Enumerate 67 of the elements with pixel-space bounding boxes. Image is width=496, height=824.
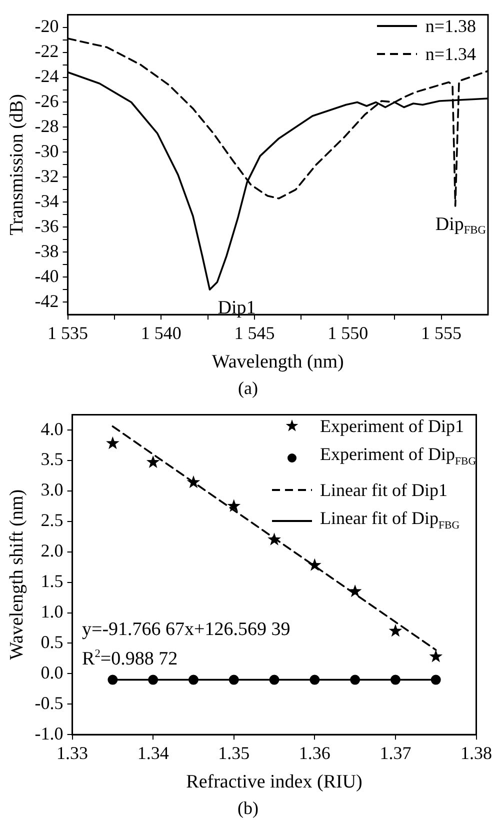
y-tick-label: -20 [34, 16, 59, 36]
x-axis-title: Wavelength (nm) [212, 352, 344, 373]
point [308, 558, 322, 571]
point [310, 674, 320, 685]
text: (a) [237, 377, 259, 400]
y-tick-label: -30 [34, 140, 59, 161]
x-axis-title: Refractive index (RIU) [186, 772, 362, 793]
point [269, 674, 280, 685]
legend-label: Linear fit of Dip1 [320, 478, 448, 502]
point [350, 674, 360, 685]
y-tick-label: -34 [34, 190, 59, 211]
point [348, 584, 362, 598]
y-tick-label: -32 [34, 166, 59, 186]
point [228, 674, 239, 685]
y-tick-label: -1.0 [34, 723, 64, 744]
x-tick-label: 1 545 [234, 323, 275, 344]
x-tick-label: 1.35 [218, 743, 250, 764]
legend-label: Experiment of Dip$_{FBG}$ [320, 443, 476, 470]
y-tick-label: -22 [34, 41, 59, 62]
point [390, 674, 400, 685]
legend-label: n=1.34 [425, 43, 476, 66]
point [148, 674, 158, 685]
legend-label: Linear fit of Dip$_{FBG}$ [320, 506, 460, 534]
y-tick-label: 1.0 [40, 602, 64, 622]
point [430, 674, 441, 685]
y-tick-label: -38 [34, 240, 59, 261]
point [108, 674, 118, 685]
y-tick-label: 3.5 [40, 449, 64, 470]
point [146, 455, 160, 468]
y-tick-label: -26 [34, 90, 59, 111]
y-tick-label: -36 [34, 216, 59, 236]
y-tick-label: 1.5 [40, 571, 64, 592]
y-tick-label: 2.0 [40, 540, 64, 561]
point [429, 650, 443, 662]
point [186, 475, 200, 488]
point [268, 532, 281, 546]
point [388, 624, 402, 637]
annotation: y=-91.766 67x+126.569 39 [82, 618, 290, 642]
x-tick-label: 1 540 [140, 323, 182, 344]
x-tick-label: 1.34 [137, 743, 169, 764]
y-tick-label: 2.5 [40, 510, 64, 530]
annotation: Dip1 [218, 298, 256, 319]
y-tick-label: -28 [34, 116, 59, 136]
x-tick-label: 1.38 [460, 743, 492, 764]
y-tick-label: -0.5 [34, 692, 64, 713]
y-tick-label: -42 [34, 290, 59, 311]
annotation: R$^{2}$=0.988 72 [82, 647, 179, 672]
point [227, 499, 241, 512]
y-tick-label: 3.0 [40, 480, 64, 500]
y-tick-label: -24 [34, 66, 59, 86]
legend-label: n=1.38 [425, 15, 476, 38]
y-axis-title: Transmission (dB) [6, 94, 28, 236]
x-tick-label: 1.36 [298, 743, 330, 764]
y-tick-label: 0.5 [40, 632, 64, 652]
point [106, 436, 120, 450]
y-tick-label: -40 [34, 266, 59, 286]
point [188, 674, 198, 685]
legend-label: Experiment of Dip1 [320, 415, 464, 438]
x-tick-label: 1 555 [421, 323, 462, 344]
y-tick-label: 4.0 [40, 418, 64, 439]
x-tick-label: 1 550 [328, 323, 368, 344]
x-tick-label: 1.33 [56, 743, 88, 764]
text: (b) [236, 797, 260, 820]
y-axis-title: Wavelength shift (nm) [6, 489, 28, 660]
y-tick-label: 0.0 [40, 662, 64, 682]
x-tick-label: 1 535 [48, 323, 88, 344]
x-tick-label: 1.37 [380, 743, 412, 764]
